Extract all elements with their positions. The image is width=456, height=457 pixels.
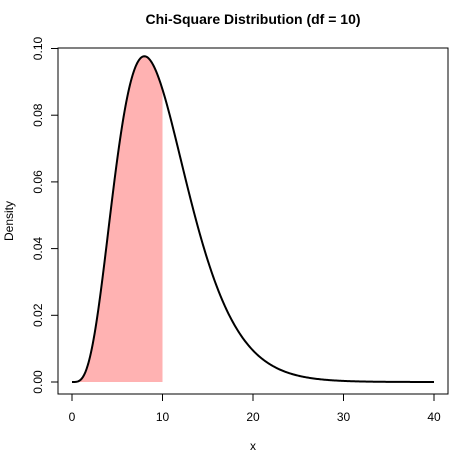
chart-title: Chi-Square Distribution (df = 10)	[145, 11, 360, 27]
y-tick-label: 0.02	[31, 303, 45, 327]
y-tick-label: 0.08	[31, 103, 45, 127]
y-tick-label: 0.10	[31, 36, 45, 60]
x-tick-label: 10	[156, 410, 170, 424]
x-axis: 0 10 20 30 40	[69, 393, 441, 424]
x-tick-label: 30	[337, 410, 351, 424]
x-tick-label: 40	[427, 410, 441, 424]
y-tick-label: 0.00	[31, 370, 45, 394]
y-axis: 0.00 0.02 0.04 0.06 0.08 0.10	[31, 36, 59, 394]
y-tick-label: 0.04	[31, 237, 45, 261]
plot-area	[72, 55, 434, 383]
density-curve	[72, 55, 434, 383]
shaded-area	[72, 56, 163, 382]
y-axis-label: Density	[2, 201, 16, 241]
y-tick-label: 0.06	[31, 170, 45, 194]
x-tick-label: 20	[246, 410, 260, 424]
x-axis-label: x	[250, 439, 256, 453]
x-tick-label: 0	[69, 410, 76, 424]
